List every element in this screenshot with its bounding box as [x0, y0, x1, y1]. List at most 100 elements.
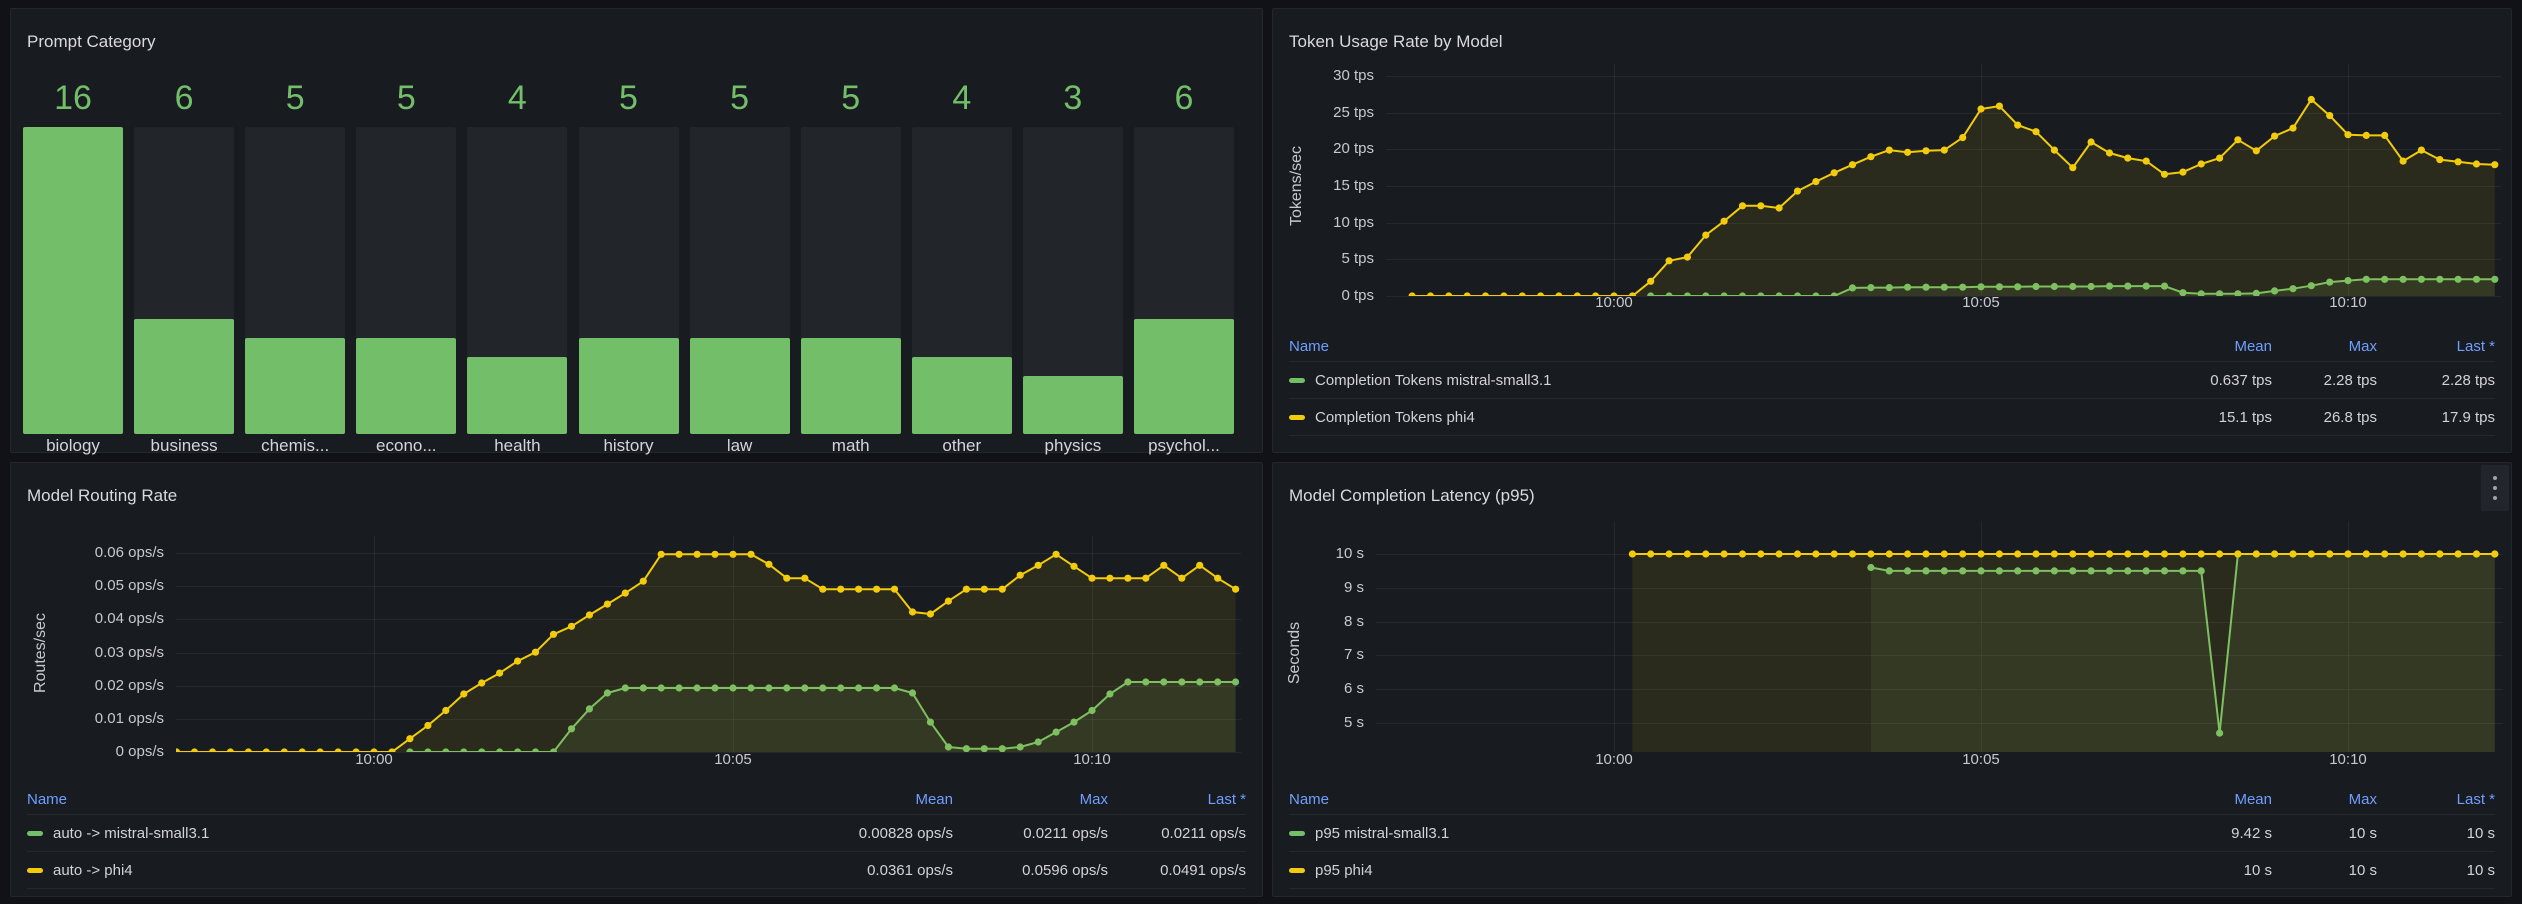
bar-value-label: 3 [1063, 79, 1083, 117]
x-tick-label: 10:10 [2329, 751, 2367, 768]
chart-canvas [176, 536, 1241, 753]
legend-series-name: Completion Tokens mistral-small3.1 [1315, 371, 1552, 389]
bar-value-label: 5 [730, 79, 750, 117]
bar-value-label: 6 [1174, 79, 1194, 117]
legend-stat-max: 0.0596 ops/s [1022, 861, 1108, 879]
legend-series[interactable]: Completion Tokens phi4 [1289, 409, 2074, 426]
panel-completion-latency: Model Completion Latency (p95) Seconds 5… [1272, 462, 2512, 897]
legend-stat-last: 0.0211 ops/s [1161, 824, 1246, 842]
y-tick-label: 0.01 ops/s [94, 710, 164, 727]
y-tick-label: 15 tps [1333, 177, 1374, 194]
legend-series-name: p95 phi4 [1315, 861, 1373, 879]
bar[interactable] [911, 357, 1012, 434]
legend-stat-max: 2.28 tps [2323, 371, 2377, 389]
legend-header-mean[interactable]: Mean [915, 790, 953, 808]
legend-stat-mean: 0.637 tps [2210, 371, 2272, 389]
bar-value-label: 5 [841, 79, 861, 117]
y-tick-label: 9 s [1343, 579, 1364, 596]
y-tick-label: 5 tps [1341, 250, 1374, 267]
legend-header-mean[interactable]: Mean [2234, 337, 2272, 355]
bar[interactable] [245, 338, 346, 434]
legend-stat-max: 10 s [2348, 861, 2377, 879]
legend-stat-max: 10 s [2348, 824, 2377, 842]
bar-category-label: math [831, 436, 870, 455]
panel-title[interactable]: Model Routing Rate [27, 486, 178, 506]
legend-header-max[interactable]: Max [2348, 337, 2377, 355]
legend-row: p95 phi4 10 s 10 s 10 s [1289, 851, 2495, 889]
bar-category-label: law [726, 436, 753, 455]
x-tick-label: 10:05 [1962, 751, 2000, 768]
y-tick-label: 6 s [1343, 680, 1364, 697]
y-tick-label: 0.03 ops/s [94, 644, 164, 661]
legend-header-max[interactable]: Max [1079, 790, 1108, 808]
y-tick-label: 30 tps [1333, 67, 1374, 84]
bar-value-label: 5 [285, 79, 305, 117]
bar[interactable] [134, 319, 235, 434]
bar-value-label: 16 [54, 79, 92, 117]
legend-series[interactable]: p95 phi4 [1289, 862, 2074, 879]
legend-row: p95 mistral-small3.1 9.42 s 10 s 10 s [1289, 814, 2495, 851]
legend-stat-max: 0.0211 ops/s [1023, 824, 1108, 842]
bar-category-label: psychol... [1148, 436, 1220, 455]
legend-stat-last: 17.9 tps [2441, 408, 2495, 426]
x-tick-label: 10:10 [2329, 294, 2367, 311]
y-tick-label: 10 tps [1333, 214, 1374, 231]
chart-canvas [1386, 64, 2501, 297]
y-tick-label: 5 s [1343, 714, 1364, 731]
legend-stat-mean: 9.42 s [2231, 824, 2272, 842]
legend-header-row: Name Mean Max Last * [1289, 331, 2495, 361]
bar-category-label: history [603, 436, 654, 455]
bar[interactable] [356, 338, 457, 434]
legend-stat-mean: 0.0361 ops/s [867, 861, 953, 879]
legend-table: Name Mean Max Last * auto -> mistral-small3.… [27, 784, 1246, 889]
bar[interactable] [800, 338, 901, 434]
x-tick-label: 10:00 [1595, 294, 1633, 311]
legend-series[interactable]: auto -> mistral-small3.1 [27, 825, 745, 842]
legend-header-last[interactable]: Last * [2456, 337, 2495, 355]
bar[interactable] [23, 127, 123, 434]
panel-prompt-category: Prompt Category 16 biology 6 business 5 chemi… [10, 8, 1263, 455]
legend-header-name[interactable]: Name [27, 790, 68, 808]
bar-category-label: econo... [376, 436, 437, 455]
bar-category-label: biology [46, 436, 100, 455]
legend-stat-last: 10 s [2466, 861, 2495, 879]
bar[interactable] [578, 338, 679, 434]
panel-title[interactable]: Token Usage Rate by Model [1289, 32, 1503, 52]
legend-header-last[interactable]: Last * [1207, 790, 1246, 808]
bar[interactable] [1134, 319, 1234, 434]
legend-series-name: Completion Tokens phi4 [1315, 408, 1475, 426]
x-tick-label: 10:00 [355, 751, 393, 768]
legend-header-name[interactable]: Name [1289, 790, 1330, 808]
legend-header-last[interactable]: Last * [2456, 790, 2495, 808]
bar[interactable] [467, 357, 568, 434]
bar-category-label: physics [1044, 436, 1102, 455]
panel-title[interactable]: Prompt Category [27, 32, 156, 52]
panel-menu-kebab-icon[interactable] [2481, 465, 2509, 511]
legend-header-row: Name Mean Max Last * [27, 784, 1246, 814]
bar[interactable] [689, 338, 790, 434]
legend-stat-last: 10 s [2466, 824, 2495, 842]
legend-row: Completion Tokens phi4 15.1 tps 26.8 tps 17… [1289, 398, 2495, 436]
legend-header-mean[interactable]: Mean [2234, 790, 2272, 808]
legend-header-name[interactable]: Name [1289, 337, 1330, 355]
bar[interactable] [1022, 376, 1123, 434]
legend-stat-mean: 10 s [2243, 861, 2272, 879]
legend-swatch [1289, 867, 1305, 873]
panel-title[interactable]: Model Completion Latency (p95) [1289, 486, 1535, 506]
legend-swatch [27, 867, 43, 873]
legend-header-max[interactable]: Max [2348, 790, 2377, 808]
legend-series[interactable]: auto -> phi4 [27, 862, 745, 879]
legend-swatch [1289, 830, 1305, 836]
x-tick-label: 10:10 [1073, 751, 1111, 768]
legend-header-row: Name Mean Max Last * [1289, 784, 2495, 814]
bar-value-label: 5 [619, 79, 638, 117]
bar-category-label: other [942, 436, 982, 455]
y-tick-label: 0.02 ops/s [94, 677, 164, 694]
legend-swatch [1289, 414, 1305, 420]
y-tick-label: 0.05 ops/s [94, 577, 164, 594]
y-tick-label: 20 tps [1333, 140, 1374, 157]
legend-series[interactable]: p95 mistral-small3.1 [1289, 825, 2074, 842]
legend-stat-last: 2.28 tps [2441, 371, 2495, 389]
legend-series[interactable]: Completion Tokens mistral-small3.1 [1289, 372, 2074, 389]
y-tick-label: 7 s [1343, 646, 1364, 663]
